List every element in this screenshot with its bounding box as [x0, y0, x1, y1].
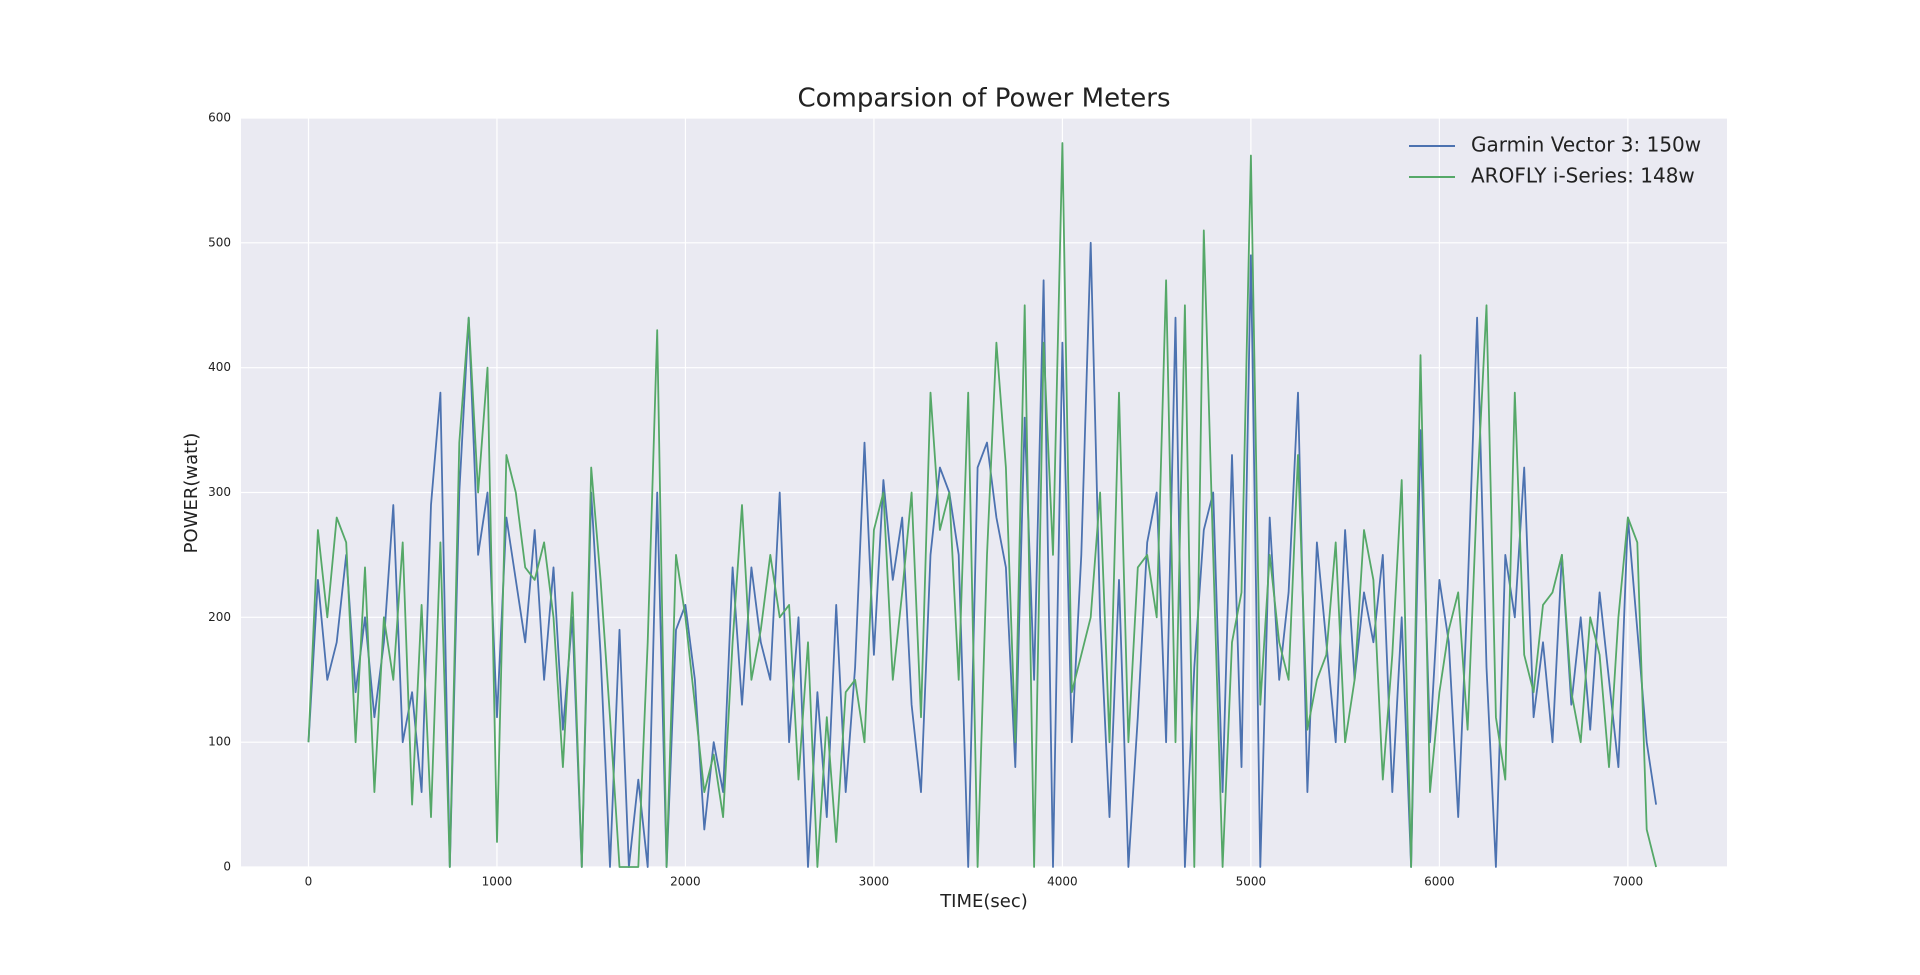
x-tick-label: 2000 — [670, 875, 701, 889]
x-tick-label: 4000 — [1047, 875, 1078, 889]
y-tick-label: 100 — [208, 735, 231, 749]
y-tick-label: 500 — [208, 235, 231, 249]
x-tick-label: 6000 — [1424, 875, 1455, 889]
x-tick-label: 1000 — [482, 875, 513, 889]
legend-label: Garmin Vector 3: 150w — [1471, 133, 1701, 157]
x-tick-label: 7000 — [1613, 875, 1644, 889]
y-tick-label: 300 — [208, 485, 231, 499]
y-tick-label: 0 — [223, 860, 231, 874]
x-tick-label: 3000 — [859, 875, 890, 889]
x-tick-label: 0 — [305, 875, 313, 889]
y-tick-label: 400 — [208, 360, 231, 374]
y-tick-label: 600 — [208, 111, 231, 125]
y-tick-label: 200 — [208, 610, 231, 624]
y-axis-label: POWER(watt) — [181, 433, 202, 554]
x-axis-label: TIME(sec) — [939, 891, 1028, 912]
data-line — [307, 142, 1657, 868]
x-tick-label: 5000 — [1236, 875, 1267, 889]
data-line — [307, 241, 1657, 868]
legend-label: AROFLY i-Series: 148w — [1471, 164, 1695, 188]
chart-title: Comparsion of Power Meters — [798, 84, 1171, 114]
